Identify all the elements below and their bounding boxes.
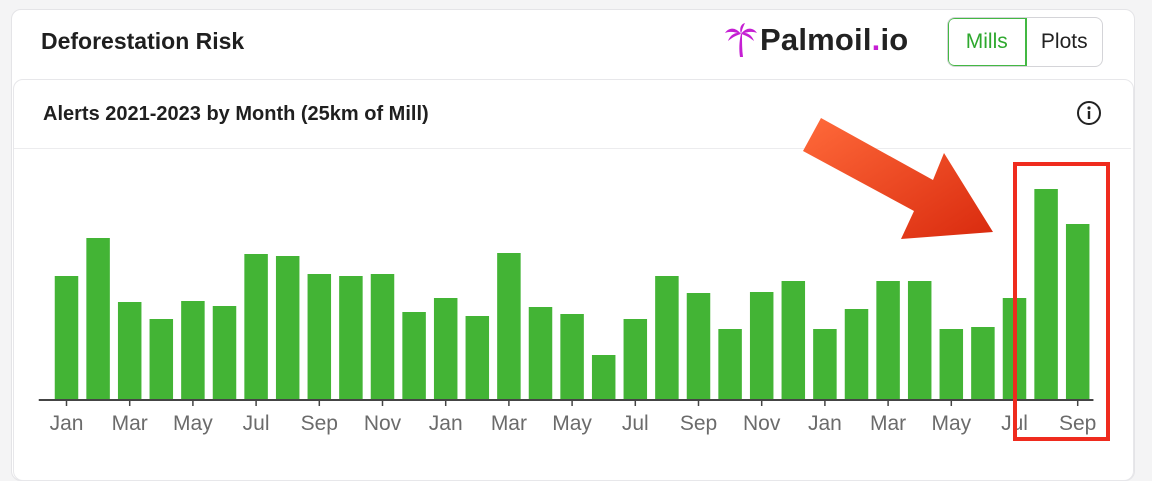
x-tick-label: May	[552, 412, 592, 435]
logo-wordmark: Palmoil.io	[760, 22, 909, 57]
chart-card	[13, 79, 1134, 481]
bar-apr-3[interactable]	[149, 319, 174, 400]
palmoil-logo: Palmoil.io	[724, 21, 908, 59]
chart-title: Alerts 2021-2023 by Month (25km of Mill)	[43, 103, 429, 125]
bar-jul-6[interactable]	[244, 254, 268, 400]
bar-sep-20[interactable]	[686, 293, 711, 400]
bar-may-28[interactable]	[939, 329, 964, 400]
bar-jan-24[interactable]	[813, 329, 837, 400]
x-tick-label: Nov	[743, 412, 781, 435]
bar-dec-11[interactable]	[402, 312, 426, 400]
bar-aug-7[interactable]	[275, 256, 300, 400]
x-tick-label: Sep	[1059, 412, 1096, 435]
x-tick-label: May	[173, 412, 213, 435]
bar-apr-15[interactable]	[528, 307, 553, 400]
bar-mar-26[interactable]	[876, 281, 900, 400]
x-tick-label: May	[931, 412, 971, 435]
x-tick-label: Nov	[364, 412, 402, 435]
mills-toggle-button[interactable]: Mills	[948, 18, 1027, 66]
x-tick-label: Mar	[112, 412, 148, 435]
bar-jun-29[interactable]	[971, 327, 995, 400]
bar-feb-1[interactable]	[86, 238, 110, 400]
bar-oct-9[interactable]	[339, 276, 363, 400]
bar-oct-21[interactable]	[718, 329, 742, 400]
palm-tree-icon	[725, 23, 757, 57]
x-tick-label: Mar	[870, 412, 906, 435]
bar-feb-25[interactable]	[844, 309, 869, 400]
bar-sep-32[interactable]	[1065, 224, 1090, 400]
bar-may-4[interactable]	[181, 301, 205, 400]
arrow-icon	[803, 118, 993, 239]
mills-plots-toggle: Mills Plots	[947, 17, 1103, 67]
bar-apr-27[interactable]	[907, 281, 932, 400]
x-tick-label: Jan	[429, 412, 463, 435]
bar-nov-22[interactable]	[749, 292, 774, 400]
bar-jan-12[interactable]	[433, 298, 458, 400]
bar-jul-18[interactable]	[623, 319, 648, 400]
x-tick-label: Mar	[491, 412, 527, 435]
x-tick-label: Sep	[301, 412, 338, 435]
bar-sep-8[interactable]	[307, 274, 332, 400]
bar-mar-14[interactable]	[497, 253, 521, 400]
bar-may-16[interactable]	[560, 314, 584, 400]
x-tick-label: Jul	[622, 412, 649, 435]
x-tick-label: Sep	[680, 412, 717, 435]
card-divider	[14, 148, 1131, 149]
bar-chart: Jan Mar May Jul Sep Nov Jan Mar May Jul Sep Nov Jan M…	[38, 118, 1110, 441]
bar-jun-17[interactable]	[591, 355, 616, 400]
bar-feb-13[interactable]	[465, 316, 490, 400]
plots-toggle-button[interactable]: Plots	[1040, 30, 1088, 53]
bar-nov-10[interactable]	[370, 274, 395, 400]
bar-mar-2[interactable]	[117, 302, 142, 400]
info-icon[interactable]	[1076, 100, 1102, 126]
bar-jan-0[interactable]	[54, 276, 79, 400]
highlight-box	[1013, 162, 1110, 441]
x-tick-label: Jan	[808, 412, 842, 435]
bar-aug-31[interactable]	[1034, 189, 1058, 400]
page-title: Deforestation Risk	[41, 28, 245, 54]
bar-aug-19[interactable]	[655, 276, 679, 400]
bar-jun-5[interactable]	[212, 306, 237, 400]
x-tick-label: Jan	[50, 412, 84, 435]
x-tick-label: Jul	[243, 412, 270, 435]
bar-dec-23[interactable]	[781, 281, 806, 400]
